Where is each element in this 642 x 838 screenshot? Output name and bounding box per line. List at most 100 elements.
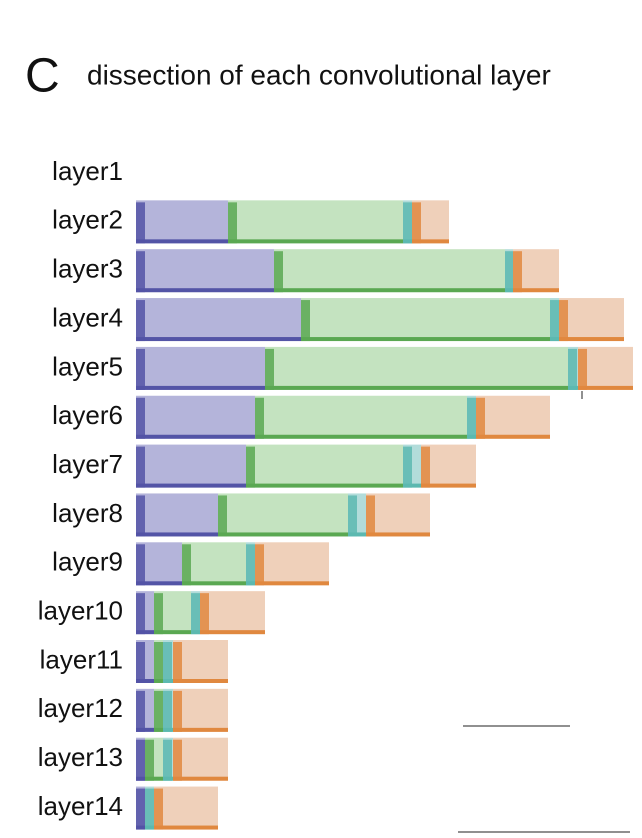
bar-segment-edge (145, 788, 154, 830)
y-tick-label: layer10 (38, 596, 123, 626)
bar-segment (366, 493, 430, 537)
bar-segment-base (513, 288, 559, 293)
bar-segment (182, 542, 246, 586)
bar-segment-edge (366, 495, 375, 537)
bar-segment-base (228, 239, 403, 244)
bar-segment-base (301, 337, 550, 342)
bar-segment-edge (182, 544, 191, 586)
bar-segment (228, 200, 403, 244)
bar-segment-edge (568, 348, 577, 390)
bar-segment-base (366, 532, 430, 537)
bar-segment-edge (136, 739, 145, 781)
bar-segment-edge (163, 642, 172, 683)
bar-segment (136, 493, 218, 537)
y-tick-label: layer9 (52, 547, 123, 577)
bar-segment-edge (550, 300, 559, 342)
bar-segment-edge (255, 544, 264, 586)
bar-segment (255, 395, 467, 439)
y-tick-label: layer7 (52, 449, 123, 479)
bar-segment-base (136, 239, 228, 244)
bar-segment (173, 640, 228, 683)
bar-segment-edge (246, 544, 255, 586)
bar-segment-edge (145, 739, 154, 781)
bar-segment (200, 591, 265, 635)
bar-segment-base (136, 581, 182, 586)
bar-segment-edge (136, 348, 145, 390)
y-tick-label: layer2 (52, 205, 123, 235)
bar-segment-edge (136, 300, 145, 342)
bar-segment (136, 200, 228, 244)
y-tick-label: layer3 (52, 254, 123, 284)
bar-segment-edge (265, 348, 274, 390)
bar-segment-edge (467, 397, 476, 439)
bar-segment-edge (136, 690, 145, 732)
bar-segment-edge (559, 300, 568, 342)
bar-segment-base (136, 483, 246, 488)
bar-segment (476, 395, 550, 439)
y-tick-label: layer1 (52, 156, 123, 186)
bar-segment-base (136, 385, 265, 390)
bar-segment-edge (301, 300, 310, 342)
bar-segment (559, 298, 624, 342)
bar-segment-edge (154, 788, 163, 830)
bar-segment-edge (136, 642, 145, 683)
bar-segment-edge (163, 690, 172, 732)
bar-segment-base (218, 532, 348, 537)
bar-segment (173, 737, 228, 781)
bar-segment-base (421, 483, 476, 488)
bar-segment-base (559, 337, 624, 342)
bar-segment-base (274, 288, 505, 293)
bar-segment (265, 346, 568, 390)
bar-segment-base (255, 434, 467, 439)
bar-segment (421, 444, 476, 488)
bar-segment (136, 444, 246, 488)
chart-title: dissection of each convolutional layer (87, 59, 551, 90)
bar-segment (136, 346, 265, 390)
bar-segment-edge (136, 495, 145, 537)
y-tick-label: layer12 (38, 693, 123, 723)
bar-segment (255, 542, 329, 586)
bar-segment (578, 346, 633, 390)
bar-segment-edge (412, 202, 421, 244)
bar-segment-edge (274, 251, 283, 293)
bar-segment-base (182, 581, 246, 586)
bar-segment-edge (136, 788, 145, 830)
bar-segment-edge (136, 593, 145, 635)
bar-segment-edge (136, 251, 145, 293)
bar-segment-base (173, 727, 228, 732)
bar-segment-base (154, 825, 218, 830)
bar-segment (246, 444, 403, 488)
bar-segment-edge (136, 202, 145, 244)
y-tick-label: layer5 (52, 351, 123, 381)
y-tick-label: layer8 (52, 498, 123, 528)
y-tick-label: layer6 (52, 400, 123, 430)
bar-segment-edge (173, 690, 182, 732)
bar-segment-edge (136, 544, 145, 586)
bar-segment-edge (403, 202, 412, 244)
bar-segment-edge (348, 495, 357, 537)
bar-segment-base (173, 679, 228, 683)
bar-segment-base (136, 434, 255, 439)
bar-segment-base (412, 239, 449, 244)
bar-segment-edge (578, 348, 587, 390)
y-tick-label: layer11 (40, 644, 123, 674)
bar-segment (136, 249, 274, 293)
bar-segment (274, 249, 505, 293)
bar-segment-edge (154, 642, 163, 683)
bar-segment-edge (154, 593, 163, 635)
bar-segment (136, 395, 255, 439)
bar-segment (136, 298, 301, 342)
bar-segment-edge (513, 251, 522, 293)
bar-segment-edge (246, 446, 255, 488)
bar-segment-base (136, 532, 218, 537)
bar-segment (218, 493, 348, 537)
bar-segment (301, 298, 550, 342)
bar-segment-base (476, 434, 550, 439)
bar-segment-base (578, 385, 633, 390)
bar-segment-edge (154, 690, 163, 732)
bar-segment-base (136, 337, 301, 342)
bar-segment-edge (136, 397, 145, 439)
bar-segment-base (265, 385, 568, 390)
bar-segment-edge (173, 642, 182, 683)
